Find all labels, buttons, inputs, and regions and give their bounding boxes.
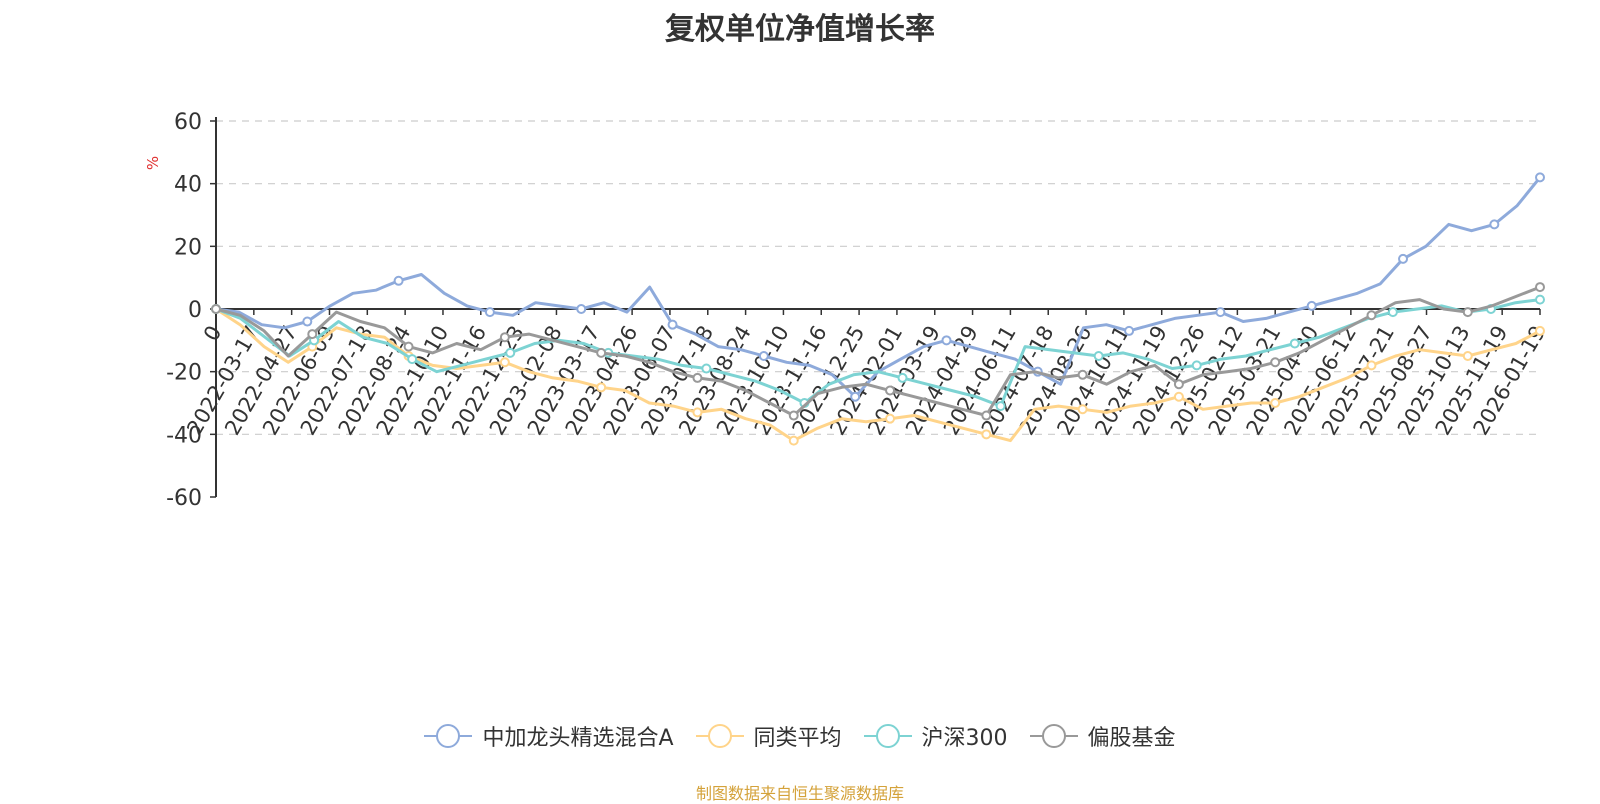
data-point — [701, 363, 712, 374]
data-point — [758, 351, 769, 361]
legend-item[interactable]: 偏股基金 — [1029, 720, 1176, 752]
data-point — [850, 391, 861, 402]
data-point — [788, 410, 799, 421]
series-line — [215, 307, 1541, 443]
data-point — [692, 407, 703, 418]
data-point — [941, 335, 952, 346]
series-line — [215, 285, 1541, 417]
data-point — [1173, 379, 1184, 390]
data-point — [1535, 172, 1545, 183]
data-point — [692, 372, 703, 383]
legend-label: 中加龙头精选混合A — [482, 726, 674, 751]
data-point — [307, 329, 318, 340]
data-point — [1173, 391, 1184, 402]
data-point — [885, 385, 896, 396]
source-note: 制图数据来自恒生聚源数据库 — [695, 784, 904, 803]
legend: 中加龙头精选混合A 同类平均 沪深300 偏股基金 — [0, 720, 1600, 752]
data-point — [393, 275, 404, 286]
y-tick-label: 60 — [174, 110, 202, 135]
data-point — [788, 435, 799, 446]
data-point — [1270, 357, 1281, 368]
legend-marker-icon — [695, 724, 744, 748]
y-tick-label: 0 — [188, 298, 202, 323]
y-axis-label: % — [144, 156, 162, 170]
legend-marker-icon — [863, 724, 912, 748]
data-point — [1366, 310, 1377, 321]
data-point — [1462, 307, 1473, 318]
data-point — [981, 429, 992, 440]
data-point — [981, 410, 992, 421]
data-point — [1270, 398, 1281, 408]
data-point — [897, 372, 908, 383]
data-point — [403, 341, 414, 352]
data-point — [1366, 360, 1377, 371]
data-point — [596, 382, 607, 393]
data-point — [885, 413, 896, 424]
data-point — [1535, 294, 1545, 305]
y-tick-label: -20 — [166, 361, 202, 386]
axis-layer: -60-40-20020406002022-03-172022-04-27202… — [166, 110, 1550, 511]
legend-item[interactable]: 中加龙头精选混合A — [424, 720, 674, 752]
data-point — [667, 319, 678, 330]
data-point — [407, 354, 418, 365]
data-point — [302, 316, 313, 327]
legend-item[interactable]: 沪深300 — [863, 720, 1008, 752]
legend-marker-icon — [424, 724, 473, 748]
data-point — [1124, 325, 1135, 336]
data-point — [1462, 351, 1473, 361]
legend-label: 同类平均 — [753, 726, 842, 751]
chart-title: 复权单位净值增长率 — [665, 12, 935, 47]
legend-label: 沪深300 — [921, 726, 1008, 751]
data-point — [1077, 369, 1088, 380]
data-point — [576, 304, 587, 314]
data-point — [1306, 300, 1317, 311]
legend-item[interactable]: 同类平均 — [695, 720, 842, 752]
data-point — [1077, 404, 1088, 415]
data-point — [505, 347, 516, 358]
data-point — [995, 401, 1006, 412]
y-tick-label: 40 — [174, 173, 202, 198]
legend-marker-icon — [1029, 724, 1078, 748]
data-point — [1535, 282, 1545, 293]
data-point — [1535, 325, 1545, 336]
legend-label: 偏股基金 — [1087, 726, 1176, 751]
data-point — [1387, 307, 1398, 318]
y-tick-label: 20 — [174, 235, 202, 260]
y-tick-label: -60 — [166, 486, 202, 511]
data-point — [211, 304, 221, 314]
data-point — [1093, 351, 1104, 361]
data-point — [596, 347, 607, 358]
series-layer — [211, 172, 1545, 446]
data-point — [484, 307, 495, 318]
data-point — [1289, 338, 1300, 349]
data-point — [1398, 253, 1409, 264]
x-tick-label: 0 — [199, 322, 226, 346]
y-tick-label: -40 — [166, 423, 202, 448]
series-line — [215, 298, 1541, 408]
data-point — [1191, 360, 1202, 371]
data-point — [499, 357, 510, 368]
data-point — [1489, 219, 1500, 230]
data-point — [1215, 307, 1226, 318]
data-point — [499, 332, 510, 343]
